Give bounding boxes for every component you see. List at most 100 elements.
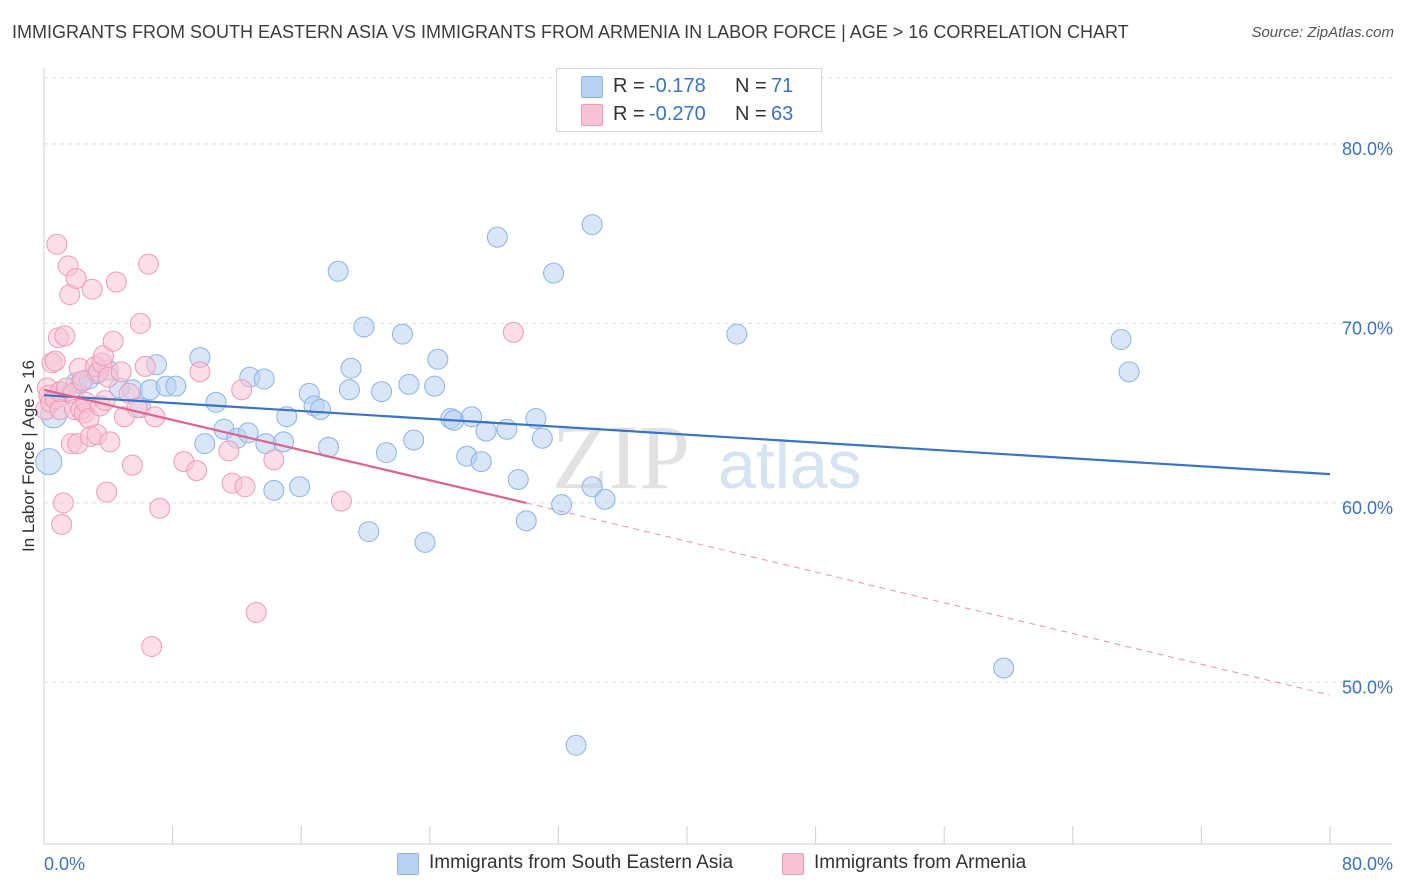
data-point-armenia xyxy=(72,370,94,392)
data-point-armenia xyxy=(54,325,76,347)
trend-line-seasia xyxy=(43,394,1331,476)
data-point-seasia xyxy=(353,316,375,338)
data-point-seasia xyxy=(371,381,393,403)
data-point-armenia xyxy=(245,601,267,623)
data-point-seasia xyxy=(726,323,748,345)
y-tick-label: 60.0% xyxy=(1342,498,1393,518)
data-point-armenia xyxy=(96,481,118,503)
data-point-seasia xyxy=(194,433,216,455)
data-point-seasia xyxy=(205,391,227,413)
data-point-armenia xyxy=(141,636,163,658)
data-point-armenia xyxy=(121,454,143,476)
legend-n-label: N = xyxy=(735,103,767,125)
data-point-seasia xyxy=(543,262,565,284)
data-point-seasia xyxy=(993,657,1015,679)
data-point-seasia xyxy=(398,373,420,395)
data-point-seasia xyxy=(165,375,187,397)
legend-swatch-pink xyxy=(581,104,603,126)
data-point-seasia xyxy=(525,408,547,430)
data-point-seasia xyxy=(424,375,446,397)
y-tick-label: 80.0% xyxy=(1342,139,1393,159)
legend-n-value: 71 xyxy=(771,75,794,97)
data-point-seasia xyxy=(581,476,603,498)
data-point-seasia xyxy=(507,469,529,491)
data-point-seasia xyxy=(475,420,497,442)
trend-lines xyxy=(43,388,1331,696)
legend-n-value: 63 xyxy=(771,103,794,125)
data-point-armenia xyxy=(129,312,151,334)
watermark-zip: ZIP xyxy=(552,406,690,508)
data-point-seasia xyxy=(35,448,63,476)
data-point-armenia xyxy=(46,233,68,255)
data-point-seasia xyxy=(253,368,275,390)
data-point-seasia xyxy=(1118,361,1140,383)
data-point-armenia xyxy=(137,253,159,275)
data-point-seasia xyxy=(289,476,311,498)
data-point-armenia xyxy=(94,390,116,412)
data-point-seasia xyxy=(565,734,587,756)
x-tick-label: 0.0% xyxy=(44,854,85,874)
data-point-seasia xyxy=(486,226,508,248)
x-tick-label: 80.0% xyxy=(1342,854,1393,874)
data-point-armenia xyxy=(110,361,132,383)
data-point-armenia xyxy=(65,267,87,289)
data-point-seasia xyxy=(276,406,298,428)
trend-line-armenia-extension xyxy=(526,502,1331,696)
data-point-armenia xyxy=(44,350,66,372)
data-point-armenia xyxy=(186,460,208,482)
y-tick-label: 50.0% xyxy=(1342,677,1393,697)
data-point-seasia xyxy=(338,379,360,401)
data-point-seasia xyxy=(375,442,397,464)
data-point-seasia xyxy=(531,427,553,449)
y-tick-label: 70.0% xyxy=(1342,318,1393,338)
data-point-armenia xyxy=(189,361,211,383)
data-point-seasia xyxy=(414,531,436,553)
data-point-armenia xyxy=(51,513,73,535)
watermark: ZIP atlas xyxy=(552,406,862,508)
data-point-seasia xyxy=(1110,329,1132,351)
data-point-armenia xyxy=(231,379,253,401)
data-point-armenia xyxy=(81,278,103,300)
data-point-seasia xyxy=(515,510,537,532)
data-point-seasia xyxy=(551,494,573,516)
tick-labels: 50.0% 60.0% 70.0% 80.0% 0.0% 80.0% xyxy=(44,139,1393,874)
bottom-legend-label: Immigrants from South Eastern Asia xyxy=(429,852,734,873)
watermark-atlas: atlas xyxy=(718,427,862,503)
legend-r-value: -0.178 xyxy=(649,75,706,97)
legend-r-label: R = xyxy=(613,75,645,97)
data-point-armenia xyxy=(105,271,127,293)
stats-legend: R = -0.178 N = 71 R = -0.270 N = 63 xyxy=(556,68,822,132)
data-point-seasia xyxy=(309,399,331,421)
data-point-armenia xyxy=(218,440,240,462)
data-point-seasia xyxy=(358,521,380,543)
data-point-seasia xyxy=(470,451,492,473)
data-point-seasia xyxy=(403,429,425,451)
data-point-seasia xyxy=(273,431,295,453)
data-point-seasia xyxy=(263,479,285,501)
legend-r-label: R = xyxy=(613,103,645,125)
data-point-armenia xyxy=(330,490,352,512)
chart-title: IMMIGRANTS FROM SOUTH EASTERN ASIA VS IM… xyxy=(12,22,1129,42)
data-points xyxy=(35,214,1140,756)
bottom-legend-swatch-blue xyxy=(397,853,419,875)
data-point-seasia xyxy=(594,488,616,510)
data-point-armenia xyxy=(102,330,124,352)
y-axis-label: In Labor Force | Age > 16 xyxy=(19,360,38,552)
data-point-armenia xyxy=(263,449,285,471)
bottom-legend-swatch-pink xyxy=(782,853,804,875)
data-point-seasia xyxy=(581,214,603,236)
legend-swatch-blue xyxy=(581,76,603,98)
legend-r-value: -0.270 xyxy=(649,103,706,125)
data-point-armenia xyxy=(52,492,74,514)
data-point-armenia xyxy=(134,355,156,377)
data-point-seasia xyxy=(427,348,449,370)
data-point-armenia xyxy=(99,431,121,453)
trend-line-armenia xyxy=(43,388,527,504)
data-point-seasia xyxy=(340,357,362,379)
data-point-armenia xyxy=(149,497,171,519)
data-point-armenia xyxy=(234,476,256,498)
bottom-legend-label: Immigrants from Armenia xyxy=(814,852,1027,873)
legend-n-label: N = xyxy=(735,75,767,97)
data-point-seasia xyxy=(391,323,413,345)
data-point-armenia xyxy=(502,321,524,343)
